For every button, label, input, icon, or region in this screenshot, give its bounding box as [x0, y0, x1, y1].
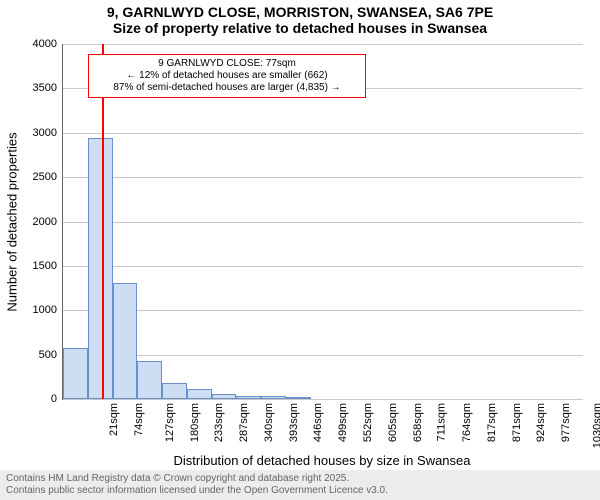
xtick-label: 658sqm [412, 403, 424, 442]
ytick-label: 1000 [33, 304, 57, 316]
ytick-label: 4000 [33, 38, 57, 50]
ytick-label: 2500 [33, 171, 57, 183]
gridline [63, 399, 583, 400]
histogram-bar [88, 138, 113, 399]
xtick-label: 924sqm [535, 403, 547, 442]
xtick-label: 127sqm [164, 403, 176, 442]
xtick-label: 552sqm [362, 403, 374, 442]
xtick-label: 340sqm [263, 403, 275, 442]
histogram-bar [286, 397, 311, 399]
gridline [63, 266, 583, 267]
xtick-label: 21sqm [108, 403, 120, 436]
xtick-label: 499sqm [337, 403, 349, 442]
info-line1: 9 GARNLWYD CLOSE: 77sqm [95, 58, 359, 70]
xtick-label: 605sqm [387, 403, 399, 442]
info-line2: ← 12% of detached houses are smaller (66… [95, 70, 359, 82]
title-line1: 9, GARNLWYD CLOSE, MORRISTON, SWANSEA, S… [0, 0, 600, 20]
xtick-label: 764sqm [461, 403, 473, 442]
histogram-bar [261, 396, 286, 399]
histogram-bar [137, 361, 162, 399]
xtick-label: 1030sqm [591, 403, 600, 448]
gridline [63, 133, 583, 134]
marker-info-box: 9 GARNLWYD CLOSE: 77sqm ← 12% of detache… [88, 54, 366, 98]
histogram-bar [236, 396, 261, 399]
histogram-bar [187, 389, 212, 399]
footer-line2: Contains public sector information licen… [6, 485, 594, 497]
gridline [63, 310, 583, 311]
histogram-bar [63, 348, 88, 399]
xtick-label: 233sqm [214, 403, 226, 442]
xtick-label: 711sqm [436, 403, 448, 441]
ytick-label: 3500 [33, 82, 57, 94]
footer-line1: Contains HM Land Registry data © Crown c… [6, 473, 594, 485]
title-line2: Size of property relative to detached ho… [0, 20, 600, 36]
title-line1-text: 9, GARNLWYD CLOSE, MORRISTON, SWANSEA, S… [107, 4, 493, 20]
xtick-label: 74sqm [133, 403, 145, 436]
gridline [63, 44, 583, 45]
ytick-label: 3000 [33, 127, 57, 139]
ytick-label: 0 [51, 393, 57, 405]
xtick-label: 287sqm [238, 403, 250, 442]
ytick-label: 2000 [33, 216, 57, 228]
xtick-label: 817sqm [486, 403, 498, 442]
gridline [63, 177, 583, 178]
gridline [63, 222, 583, 223]
histogram-bar [212, 394, 237, 399]
ytick-label: 500 [39, 349, 57, 361]
y-axis-label: Number of detached properties [5, 132, 20, 311]
xtick-label: 977sqm [560, 403, 572, 442]
footer-attribution: Contains HM Land Registry data © Crown c… [0, 470, 600, 500]
ytick-label: 1500 [33, 260, 57, 272]
xtick-label: 871sqm [511, 403, 523, 442]
title-line2-text: Size of property relative to detached ho… [113, 20, 487, 36]
chart-container: 9, GARNLWYD CLOSE, MORRISTON, SWANSEA, S… [0, 0, 600, 500]
info-line3: 87% of semi-detached houses are larger (… [95, 82, 359, 94]
x-axis-label: Distribution of detached houses by size … [173, 453, 470, 468]
xtick-label: 180sqm [189, 403, 201, 442]
histogram-bar [162, 383, 187, 399]
xtick-label: 393sqm [288, 403, 300, 442]
xtick-label: 446sqm [313, 403, 325, 442]
gridline [63, 355, 583, 356]
histogram-bar [113, 283, 138, 399]
